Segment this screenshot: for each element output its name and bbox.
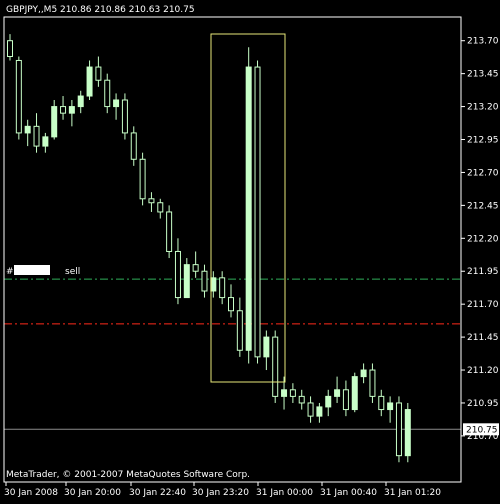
- candle-body: [60, 106, 67, 114]
- candle-body: [245, 66, 252, 351]
- candle-body: [121, 99, 128, 134]
- candle-body: [263, 336, 270, 358]
- candle-body: [316, 406, 323, 417]
- candle-body: [254, 66, 261, 358]
- highlight-box: [210, 33, 286, 383]
- candle-body: [395, 402, 402, 457]
- candle-body: [113, 99, 120, 108]
- x-axis-label: 30 Jan 2008: [4, 488, 58, 498]
- candle-body: [404, 409, 411, 457]
- candle-body: [289, 389, 296, 397]
- candle-body: [68, 106, 75, 114]
- candle-body: [148, 198, 155, 204]
- candle-body: [360, 369, 367, 378]
- candle-body: [351, 376, 358, 411]
- candle-body: [86, 66, 93, 97]
- candle-body: [334, 389, 341, 397]
- y-axis-label: 212.45: [467, 201, 499, 211]
- candle-body: [236, 310, 243, 351]
- candle-body: [228, 297, 234, 312]
- candle-body: [369, 369, 376, 397]
- copyright-text: MetaTrader, © 2001-2007 MetaQuotes Softw…: [6, 470, 250, 480]
- candle-body: [192, 264, 199, 272]
- candle-body: [219, 277, 226, 299]
- current-bid-label: 210.75: [466, 425, 498, 435]
- candle-body: [130, 132, 137, 160]
- candle-body: [42, 136, 49, 147]
- candle-body: [77, 95, 84, 108]
- candle-body: [298, 395, 305, 404]
- y-axis-label: 213.70: [467, 37, 499, 47]
- candles-layer: [7, 34, 411, 463]
- candle-body: [281, 389, 288, 397]
- candle-body: [139, 158, 146, 200]
- y-axis-label: 211.95: [467, 267, 499, 277]
- candle-body: [201, 270, 208, 292]
- sell-order-label: # sell: [6, 267, 80, 277]
- plot-frame: [3, 16, 462, 483]
- candle-body: [15, 59, 22, 134]
- candle-body: [33, 125, 40, 147]
- x-axis-label: 31 Jan 01:20: [384, 488, 441, 498]
- candle-body: [378, 395, 385, 411]
- y-axis-label: 212.95: [467, 136, 499, 146]
- candle-body: [95, 66, 102, 81]
- candle-body: [174, 250, 181, 299]
- candle-body: [342, 389, 349, 411]
- current-bid-tag: [463, 423, 499, 436]
- y-axis-label: 211.45: [467, 333, 499, 343]
- candle-body: [7, 40, 13, 58]
- candle-body: [166, 211, 173, 252]
- y-axis-label: 212.20: [467, 234, 499, 244]
- y-axis-label: 211.20: [467, 366, 499, 376]
- candle-body: [104, 79, 111, 108]
- chart-title: GBPJPY,,M5 210.86 210.86 210.63 210.75: [6, 5, 195, 15]
- x-axis-label: 31 Jan 00:00: [256, 488, 313, 498]
- y-axis-label: 210.95: [467, 399, 499, 409]
- y-axis-label: 210.70: [467, 432, 499, 442]
- candle-body: [210, 277, 217, 292]
- y-axis-label: 213.20: [467, 103, 499, 113]
- redacted-ticket-mask: [14, 265, 50, 275]
- candle-body: [183, 264, 190, 299]
- y-axis-label: 211.70: [467, 300, 499, 310]
- candle-body: [51, 106, 58, 138]
- candle-body: [325, 395, 332, 408]
- axes-layer: 213.70 213.45 213.20 212.95 212.70 212.45 212.…: [4, 37, 499, 498]
- x-axis-label: 30 Jan 22:40: [129, 488, 186, 498]
- levels-layer: [4, 278, 461, 430]
- candle-body: [157, 202, 164, 213]
- candle-body: [387, 402, 394, 411]
- y-axis-label: 213.45: [467, 70, 499, 80]
- y-axis-label: 212.70: [467, 168, 499, 178]
- candle-body: [24, 125, 31, 134]
- candle-body: [272, 336, 279, 397]
- x-axis-label: 31 Jan 00:40: [320, 488, 377, 498]
- candle-body: [307, 402, 314, 417]
- x-axis-label: 30 Jan 23:20: [192, 488, 249, 498]
- x-axis-label: 30 Jan 20:00: [64, 488, 121, 498]
